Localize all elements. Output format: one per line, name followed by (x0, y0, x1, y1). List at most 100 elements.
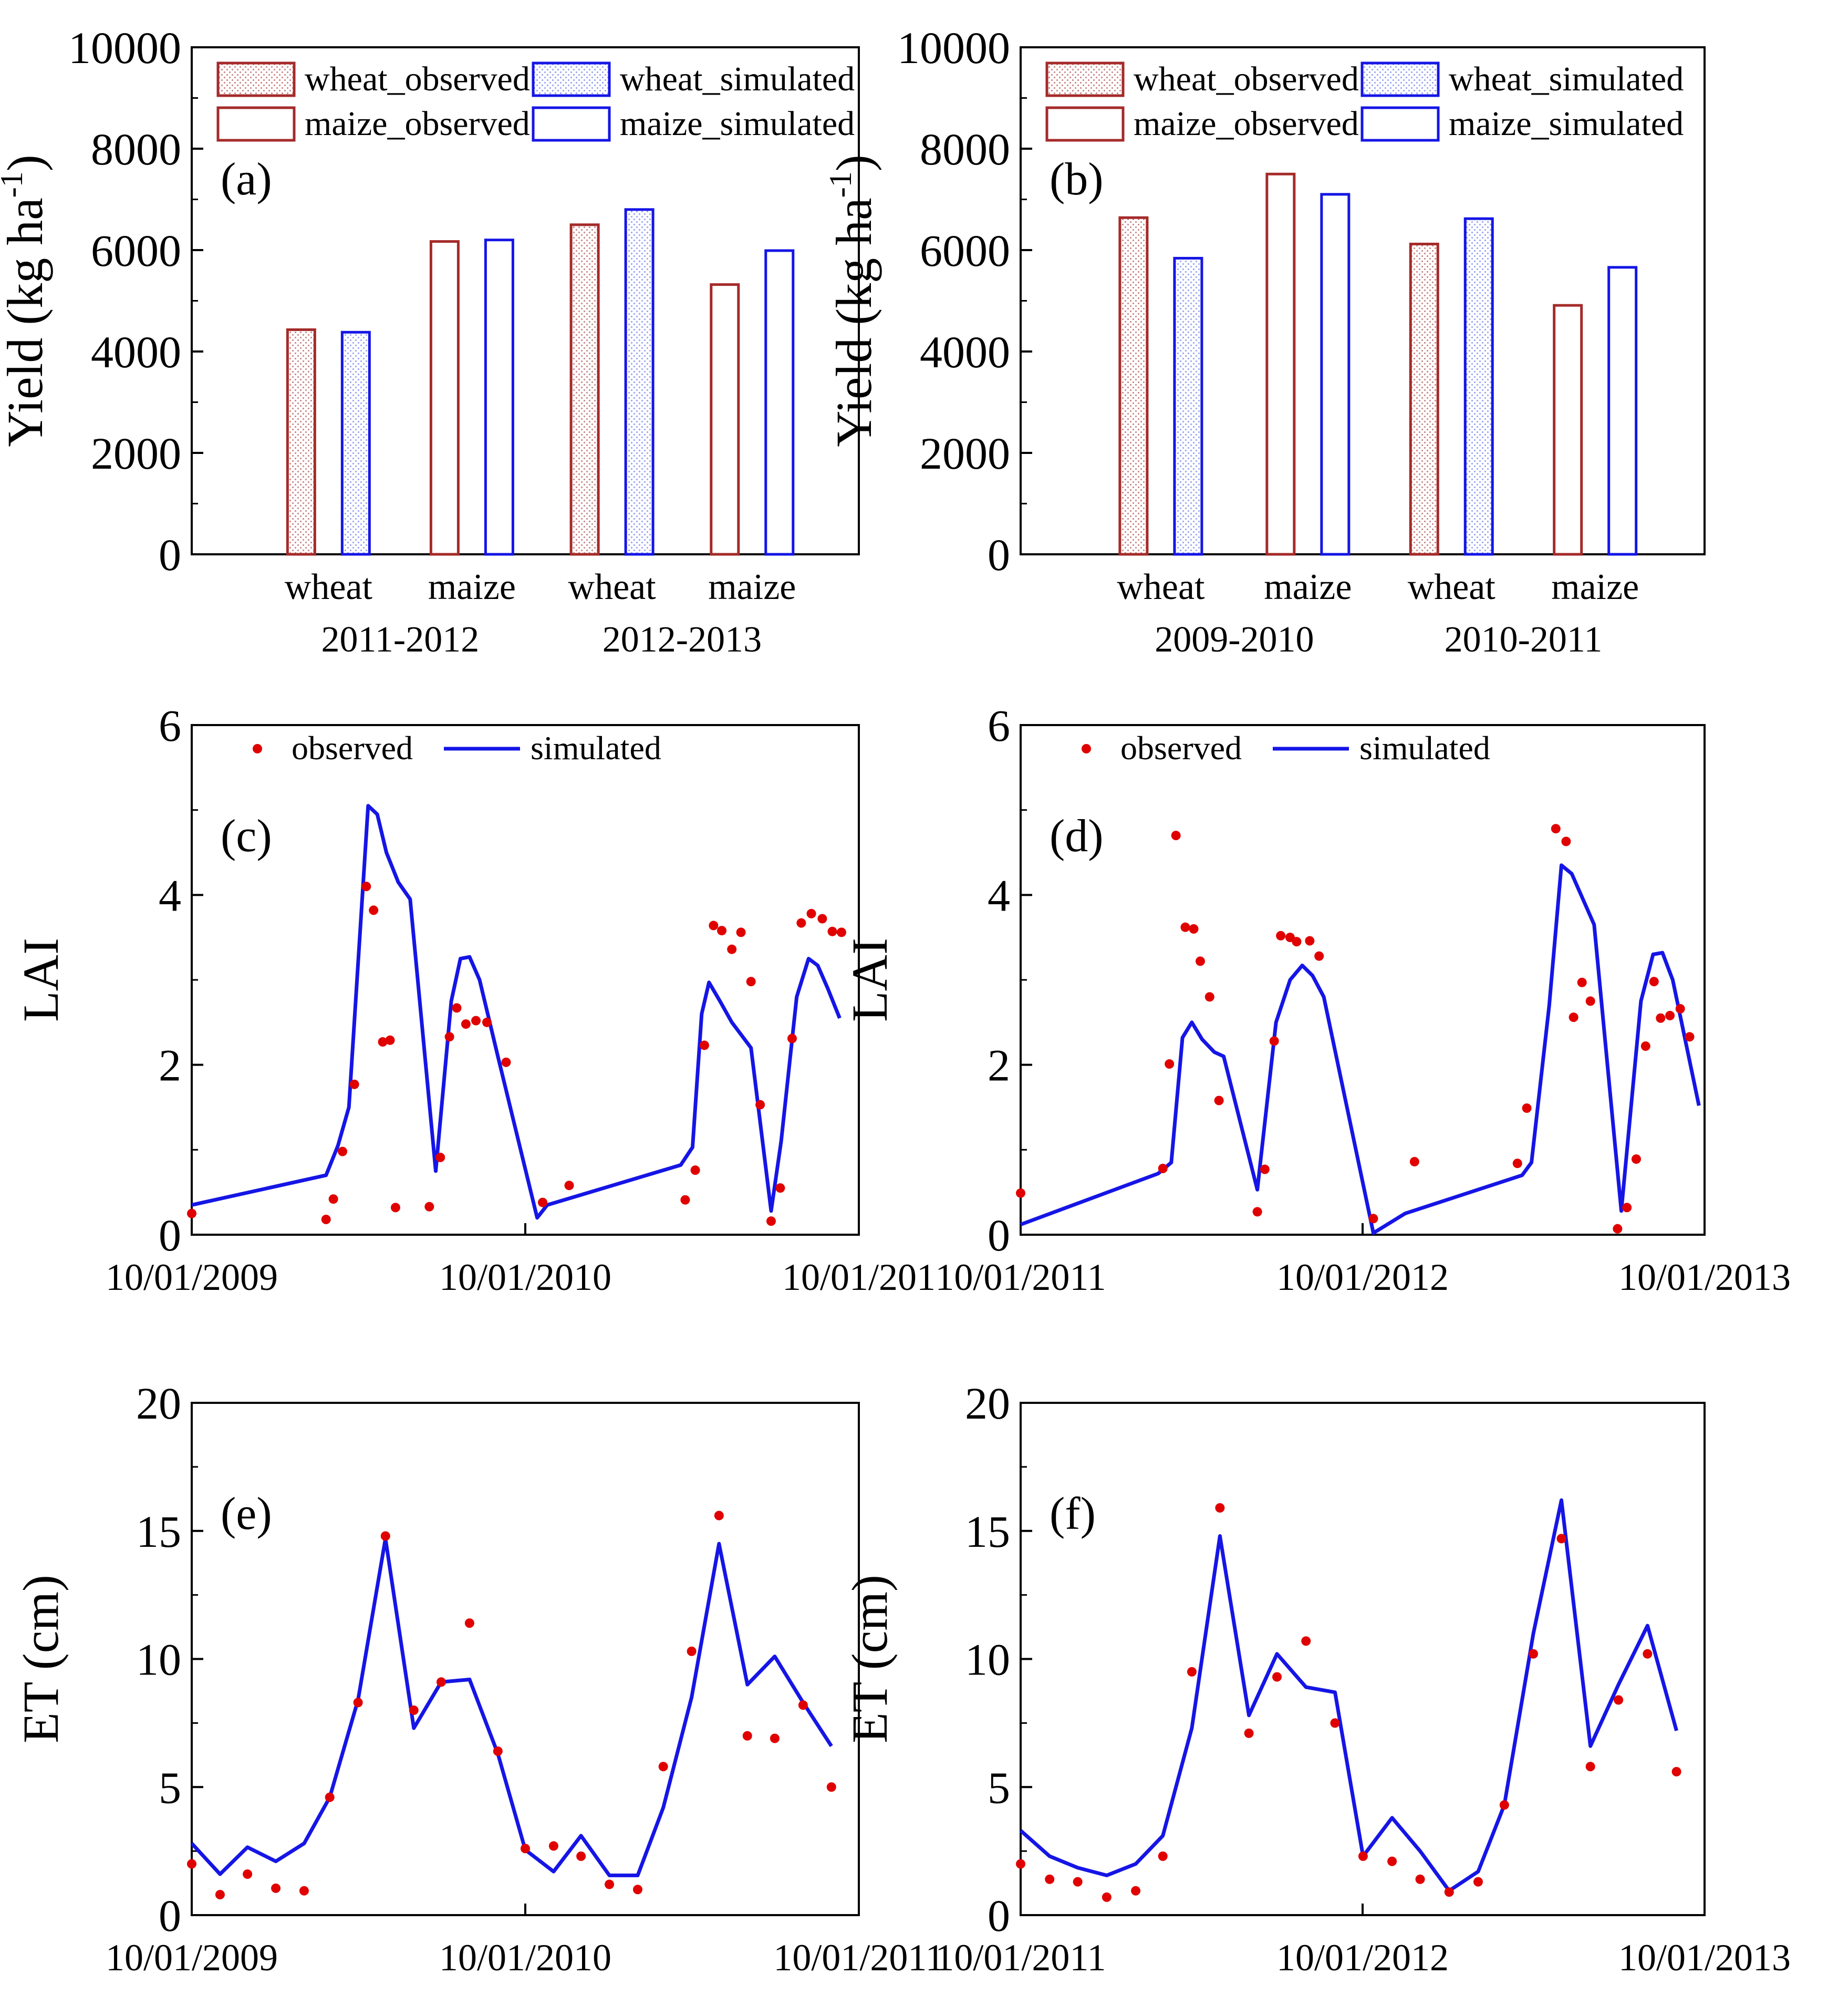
y-tick-label: 10000 (68, 23, 181, 73)
observed-point (353, 1698, 363, 1708)
x-category-label: maize (428, 567, 516, 607)
x-tick-label: 10/01/2011 (935, 1256, 1106, 1298)
bar-maize-observed (710, 283, 740, 556)
y-tick-label: 4 (988, 870, 1010, 921)
observed-point (775, 1183, 785, 1193)
bar-wheat-observed (1409, 242, 1439, 556)
observed-point (576, 1851, 586, 1861)
panel-label: (b) (1050, 154, 1104, 205)
y-axis-label-text: LAI (13, 938, 69, 1022)
observed-point (1622, 1203, 1632, 1213)
observed-point (325, 1792, 335, 1802)
panel-f-et-chart: 0 5 10 15 20 (f) ET (cm) 10/01/2011 10/01/2012 10… (842, 1378, 1791, 1979)
observed-point (770, 1733, 780, 1743)
observed-point (680, 1195, 690, 1205)
observed-point (1529, 1649, 1539, 1659)
observed-point (444, 1032, 454, 1042)
y-axis-label-text: ET (cm) (13, 1575, 69, 1743)
observed-point (493, 1746, 503, 1756)
x-tick-label: 10/01/2012 (1276, 1256, 1449, 1298)
y-tick-label: 6 (159, 700, 181, 751)
observed-point (727, 944, 737, 954)
bar-wheat-simulated (1463, 217, 1494, 556)
legend-swatch-wheat-observed (1045, 61, 1125, 97)
observed-point (215, 1890, 225, 1899)
observed-point (1656, 1013, 1666, 1023)
panel-label: (c) (221, 811, 272, 862)
x-tick-label: 10/01/2013 (1618, 1937, 1791, 1979)
y-tick-label: 0 (988, 1890, 1010, 1941)
observed-point (1675, 1004, 1685, 1014)
observed-point (361, 882, 371, 892)
y-tick-label: 4000 (920, 327, 1010, 377)
x-group-label: 2011-2012 (321, 619, 480, 660)
panel-c-lai-chart: 0 2 4 6 (c) LAI 10/01/2009 10/01/2010 10/01/201 o… (13, 700, 936, 1298)
y-tick-label: 5 (988, 1762, 1010, 1813)
observed-point (1189, 924, 1199, 934)
observed-point (461, 1019, 471, 1029)
observed-point (1276, 931, 1286, 940)
observed-point (1252, 1207, 1262, 1217)
observed-point (1171, 831, 1181, 841)
observed-point (1614, 1695, 1624, 1705)
x-tick-label: 10/01/2010 (439, 1937, 611, 1979)
y-tick-label: 10 (965, 1635, 1010, 1685)
panel-label: (e) (221, 1488, 272, 1539)
legend-swatch-wheat-simulated (532, 61, 611, 97)
observed-point (338, 1146, 348, 1156)
observed-point (1195, 956, 1205, 966)
observed-point (787, 1033, 797, 1043)
y-axis-label-text: Yield (kg ha (826, 198, 882, 447)
y-tick-label: 15 (136, 1506, 181, 1557)
legend-label: maize_simulated (1449, 105, 1684, 143)
observed-point (435, 1152, 445, 1162)
y-tick-label: 20 (136, 1378, 181, 1429)
observed-point (1512, 1159, 1522, 1169)
simulated-series-line (190, 1536, 833, 1877)
observed-point (1387, 1856, 1397, 1866)
legend-label: simulated (531, 729, 661, 767)
x-tick-label: 10/01/2009 (106, 1256, 278, 1298)
x-tick-label: 10/01/2011 (773, 1937, 944, 1979)
legend-label: wheat_simulated (620, 60, 855, 98)
observed-point (1577, 977, 1587, 987)
observed-point (1551, 824, 1561, 834)
y-tick-label: 2 (988, 1040, 1010, 1091)
legend-label: simulated (1359, 729, 1490, 767)
observed-point (1640, 1041, 1650, 1051)
legend-label: maize_observed (305, 105, 530, 143)
y-axis-label-text: Yield (kg ha (0, 198, 53, 447)
observed-point (1180, 922, 1190, 932)
observed-point (1187, 1667, 1197, 1677)
observed-point (1561, 836, 1571, 846)
observed-point (1158, 1163, 1168, 1173)
observed-point (1260, 1164, 1270, 1174)
observed-point (605, 1879, 615, 1889)
x-category-label: wheat (1117, 567, 1205, 607)
y-axis-label-end: ) (0, 154, 53, 171)
legend-swatch-wheat-simulated (1360, 61, 1440, 97)
panel-d-lai-chart: 0 2 4 6 (d) LAI 10/01/2011 10/01/2012 10/01/2013… (842, 700, 1791, 1298)
y-axis-label-text: LAI (842, 938, 898, 1022)
legend-observed-marker (253, 744, 262, 753)
legend-label: observed (1120, 729, 1242, 767)
observed-point (1131, 1886, 1141, 1896)
legend-swatch-wheat-observed (216, 61, 296, 97)
legend-label: wheat_observed (1134, 60, 1359, 98)
y-tick-label: 8000 (91, 124, 181, 174)
observed-point (349, 1079, 359, 1089)
bar-maize-simulated (1607, 266, 1638, 556)
observed-point (1522, 1103, 1532, 1113)
legend-swatch-maize-observed (216, 106, 296, 142)
observed-point (378, 1037, 388, 1047)
x-tick-label: 10/01/201 (782, 1256, 936, 1298)
observed-point (1314, 951, 1324, 961)
observed-point (187, 1859, 196, 1869)
legend-observed-marker (1082, 744, 1091, 753)
bar-maize-simulated (484, 239, 514, 556)
plot-frame (191, 1402, 860, 1916)
observed-point (321, 1214, 331, 1224)
plot-frame (1020, 724, 1706, 1236)
legend-label: observed (292, 729, 413, 767)
